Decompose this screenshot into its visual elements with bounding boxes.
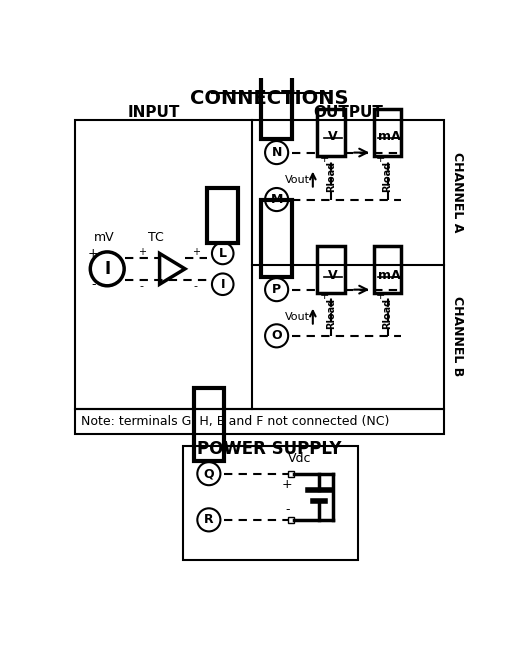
Bar (261, 199, 292, 276)
Text: Rload: Rload (326, 298, 336, 329)
Text: P: P (272, 283, 281, 296)
Text: O: O (271, 329, 282, 342)
Text: TC: TC (148, 231, 163, 244)
Text: I: I (104, 260, 110, 278)
Text: -: - (91, 278, 95, 291)
Bar (288, 471, 295, 477)
Text: V: V (328, 269, 338, 282)
Bar (317, 108, 345, 156)
Text: CHANNEL B: CHANNEL B (451, 296, 464, 376)
Bar (207, 188, 238, 243)
Text: POWER SUPPLY: POWER SUPPLY (198, 440, 342, 458)
Text: R: R (204, 513, 213, 526)
Text: +: + (376, 154, 385, 164)
Bar (75, 409, 444, 434)
Text: Rload: Rload (326, 161, 336, 192)
Bar (374, 108, 402, 156)
Text: +: + (282, 478, 292, 491)
Bar (75, 120, 444, 409)
Bar (183, 446, 358, 560)
Text: Note: terminals G, H, E and F not connected (NC): Note: terminals G, H, E and F not connec… (81, 415, 389, 428)
Text: mA: mA (378, 130, 401, 143)
Text: Q: Q (203, 467, 214, 480)
Text: +: + (320, 291, 329, 300)
Text: CONNECTIONS: CONNECTIONS (190, 90, 349, 108)
Text: mA: mA (378, 269, 401, 282)
Text: INPUT: INPUT (128, 105, 180, 120)
Text: +: + (88, 247, 99, 260)
Text: Rload: Rload (383, 298, 393, 329)
Text: mV: mV (94, 231, 114, 244)
Bar (194, 388, 223, 461)
Text: Vout: Vout (285, 175, 310, 184)
Text: +: + (376, 291, 385, 300)
Text: N: N (271, 146, 282, 159)
Text: +: + (138, 247, 146, 257)
Text: M: M (270, 193, 283, 206)
Text: +: + (192, 247, 200, 257)
Text: Vdc: Vdc (288, 452, 311, 465)
Text: CHANNEL A: CHANNEL A (451, 152, 464, 232)
Text: V: V (328, 130, 338, 143)
Text: -: - (140, 281, 144, 291)
Text: Vout: Vout (285, 312, 310, 322)
Text: -: - (285, 502, 290, 515)
Text: +: + (320, 154, 329, 164)
Bar (317, 246, 345, 293)
Text: OUTPUT: OUTPUT (314, 105, 383, 120)
Bar (374, 246, 402, 293)
Bar (288, 517, 295, 523)
Text: I: I (220, 278, 225, 291)
Text: L: L (219, 247, 227, 260)
Text: -: - (194, 281, 198, 291)
Text: Rload: Rload (383, 161, 393, 192)
Bar (261, 62, 292, 140)
